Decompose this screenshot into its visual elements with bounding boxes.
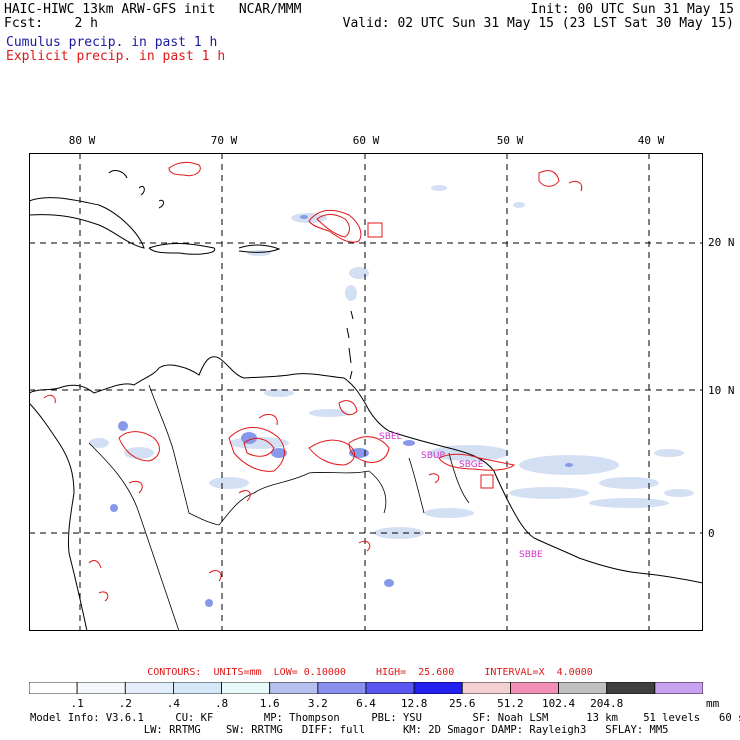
- colorbar-swatch: [461, 682, 511, 694]
- station-labels: SBEL SBUP SBGE SBBE: [379, 432, 543, 560]
- lon-label-40w: 40 W: [637, 134, 665, 147]
- colorbar-swatch: [654, 682, 703, 694]
- colorbar-tick-label: 204.8: [590, 697, 624, 710]
- model-info: Model Info: V3.6.1 CU: KF MP: Thompson P…: [30, 712, 740, 736]
- fcst-value: 2 h: [74, 16, 98, 31]
- station-sbel: SBEL: [379, 432, 402, 442]
- colorbar-tick-label: .2: [118, 697, 132, 710]
- contour-info: CONTOURS: UNITS=mm LOW= 0.10000 HIGH= 25…: [147, 667, 593, 678]
- valid-time: Valid: 02 UTC Sun 31 May 15 (23 LST Sat …: [342, 16, 734, 31]
- colorbar-swatch: [510, 682, 559, 694]
- map-frame: [29, 153, 703, 631]
- colorbar-tick-label: 102.4: [542, 697, 576, 710]
- header-left: HAIC-HIWC 13km ARW-GFS init NCAR/MMM Fcs…: [4, 3, 301, 31]
- center-label: NCAR/MMM: [238, 2, 302, 17]
- colorbar-swatch: [317, 682, 367, 694]
- colorbar-tick-label: .1: [70, 697, 84, 710]
- lon-label-50w: 50 W: [496, 134, 524, 147]
- model-info-line2: LW: RRTMG SW: RRTMG DIFF: full KM: 2D Sm…: [30, 724, 669, 736]
- colorbar-tick-label: 51.2: [497, 697, 524, 710]
- header-right: Init: 00 UTC Sun 31 May 15 Valid: 02 UTC…: [343, 3, 734, 31]
- lat-label-10n: 10 N: [708, 384, 735, 397]
- precip-map: SBEL SBUP SBGE SBBE: [29, 153, 703, 631]
- colorbar-swatch: [221, 682, 271, 694]
- colorbar-tick-label: 12.8: [400, 697, 428, 710]
- colorbar-tick-label: 1.6: [259, 697, 280, 710]
- colorbar-swatch: [76, 682, 126, 694]
- fcst-label: Fcst:: [4, 16, 44, 31]
- colorbar-swatch: [124, 682, 174, 694]
- latlon-grid: [29, 153, 703, 631]
- station-sbge: SBGE: [459, 460, 484, 470]
- colorbar-swatch: [173, 682, 222, 694]
- colorbar-swatch: [365, 682, 415, 694]
- colorbar-tick-label: 6.4: [356, 697, 376, 710]
- init-time: Init: 00 UTC Sun 31 May 15: [530, 2, 735, 17]
- colorbar-unit: mm: [706, 697, 720, 710]
- lon-label-80w: 80 W: [68, 134, 96, 147]
- colorbar-tick-label: .4: [166, 697, 181, 710]
- colorbar-swatch: [606, 682, 656, 694]
- colorbar-swatch: [413, 682, 463, 694]
- colorbar-tick-label: 25.6: [449, 697, 476, 710]
- coastlines: [29, 170, 703, 631]
- station-sbbe: SBBE: [519, 550, 543, 560]
- lat-label-20n: 20 N: [708, 236, 735, 249]
- colorbar-tick-label: 3.2: [307, 697, 328, 710]
- lat-label-0: 0: [708, 527, 715, 540]
- colorbar-swatch: [269, 682, 319, 694]
- colorbar-tick-label: .8: [214, 697, 229, 710]
- legend-explicit: Explicit precip. in past 1 h: [6, 49, 226, 64]
- model-info-line1: Model Info: V3.6.1 CU: KF MP: Thompson P…: [30, 712, 740, 724]
- plot-title: HAIC-HIWC 13km ARW-GFS init: [4, 2, 216, 17]
- lon-label-60w: 60 W: [352, 134, 380, 147]
- explicit-precip-contours: [43, 161, 583, 602]
- station-sbup: SBUP: [421, 451, 445, 461]
- colorbar-swatch: [558, 682, 608, 694]
- colorbar-swatch: [29, 682, 78, 694]
- colorbar: [29, 682, 703, 694]
- lon-label-70w: 70 W: [210, 134, 238, 147]
- legend-cumulus: Cumulus precip. in past 1 h: [6, 35, 218, 50]
